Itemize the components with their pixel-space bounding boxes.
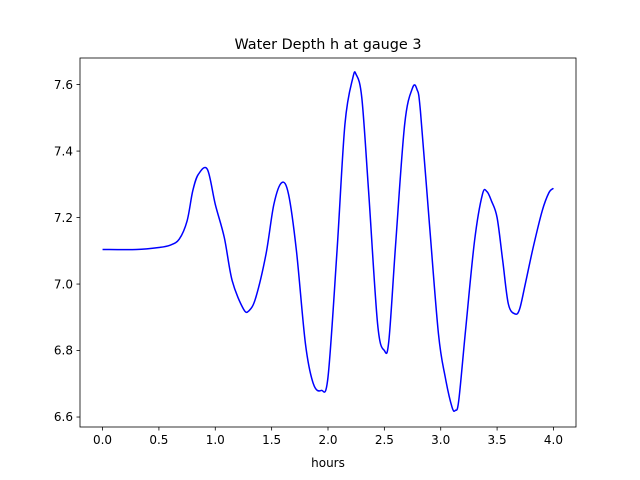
y-tick-label: 7.0 <box>54 277 73 291</box>
y-tick-label: 6.6 <box>54 410 73 424</box>
series-layer <box>102 71 554 413</box>
plot-area <box>80 58 576 427</box>
series-line-0 <box>102 71 554 413</box>
x-tick-label: 2.5 <box>375 433 394 447</box>
x-tick-label: 3.0 <box>431 433 450 447</box>
x-tick-label: 3.5 <box>488 433 507 447</box>
x-tick-label: 0.5 <box>149 433 168 447</box>
x-axis-ticks: 0.0 0.5 1.0 1.5 2.0 2.5 3.0 3.5 4.0 <box>93 427 563 447</box>
x-tick-label: 4.0 <box>544 433 563 447</box>
y-tick-label: 7.2 <box>54 211 73 225</box>
x-tick-label: 0.0 <box>93 433 112 447</box>
y-tick-label: 6.8 <box>54 344 73 358</box>
plot-background <box>80 58 576 427</box>
x-tick-label: 1.5 <box>262 433 281 447</box>
x-tick-label: 1.0 <box>206 433 225 447</box>
x-axis-label: hours <box>311 456 345 470</box>
plot-frame <box>79 57 577 428</box>
axes-border <box>79 57 577 428</box>
y-tick-label: 7.4 <box>54 144 73 158</box>
chart-title: Water Depth h at gauge 3 <box>234 37 421 53</box>
y-tick-label: 7.6 <box>54 78 73 92</box>
y-axis-ticks: 6.6 6.8 7.0 7.2 7.4 7.6 <box>54 78 80 424</box>
x-tick-label: 2.0 <box>318 433 337 447</box>
